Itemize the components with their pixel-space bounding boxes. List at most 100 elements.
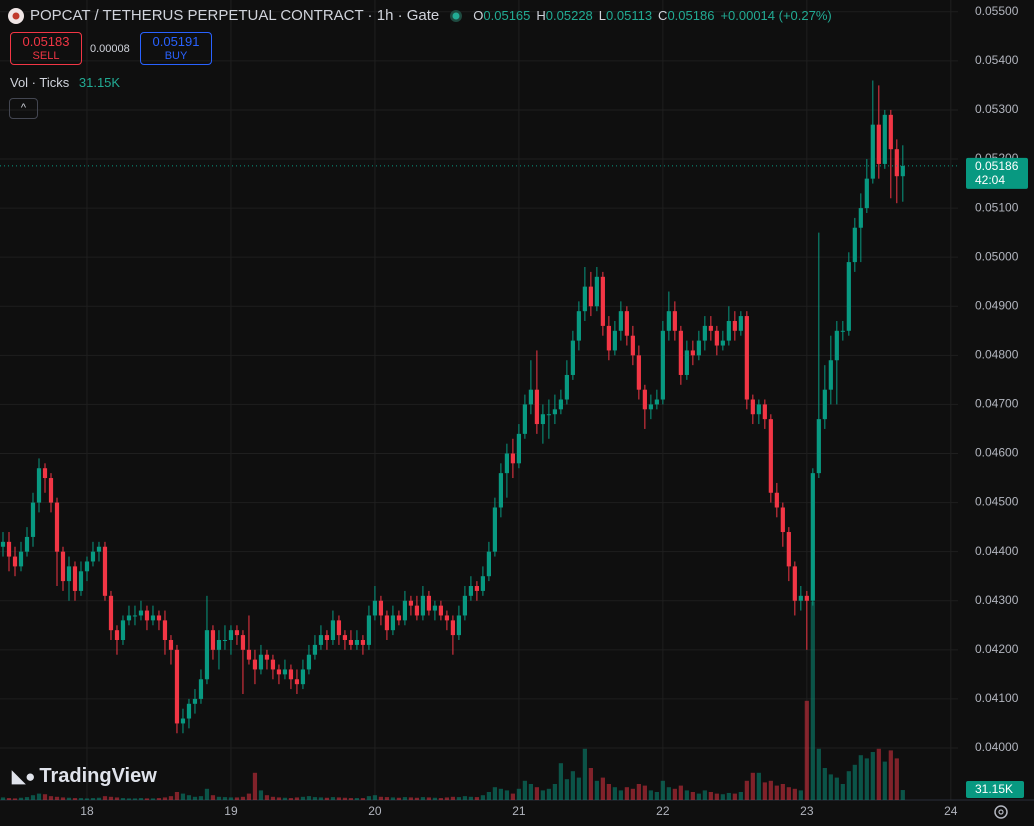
collapse-button[interactable]: ^ [9,98,38,119]
volume-bar [162,797,168,800]
volume-bar [402,797,408,800]
volume-bar [72,798,78,800]
volume-bar [504,790,509,800]
volume-bar [870,752,875,800]
sell-button[interactable]: 0.05183 SELL [10,32,82,65]
candle-body [462,595,468,616]
candle-body [894,149,899,177]
x-tick-label: 19 [224,804,238,818]
volume-bar [522,780,527,800]
settings-icon[interactable] [994,805,1008,819]
symbol-icon [8,7,24,24]
candle-body [0,541,6,547]
candle-body [72,566,78,591]
volume-legend-label: Vol · Ticks [10,75,70,90]
watermark: ◣● TradingView [12,765,157,788]
candle-body [816,419,821,474]
volume-bar [834,777,839,800]
candle-body [864,178,869,209]
candle-body [156,615,162,621]
candle-body [624,311,629,336]
volume-bar [258,790,264,800]
volume-bar [594,780,599,800]
candle-body [510,453,515,464]
volume-bar [408,797,414,800]
candle-body [882,114,887,164]
candle-body [288,669,294,680]
candle-body [606,325,611,351]
candle-body [396,615,402,621]
volume-bar [426,797,432,800]
volume-bar [714,793,719,800]
countdown: 42:04 [975,173,1005,187]
volume-bar [198,796,204,800]
ohlc-value: 0.05165 [483,8,531,23]
volume-bar [516,788,521,800]
volume-bar [150,798,156,800]
candle-body [732,320,737,331]
volume-bar [246,793,252,800]
volume-bar [462,796,468,800]
candle-body [642,389,647,410]
candle-body [714,330,719,346]
candle-body [240,635,246,650]
candle-body [234,630,240,636]
title[interactable]: POPCAT / TETHERUS PERPETUAL CONTRACT · 1… [30,7,440,24]
volume-bar [0,797,6,800]
volume-bar [786,787,791,800]
volume-bar [540,790,545,800]
candle-body [870,124,875,179]
volume-bar [696,793,701,800]
volume-bar [642,785,647,800]
candle-body [540,414,545,425]
volume-tag [966,781,1024,799]
volume-bar [546,788,551,800]
candle-body [12,556,18,567]
candle-body [216,640,222,650]
y-tick-label: 0.04800 [975,348,1019,362]
volume-bar [366,796,372,800]
candle-body [264,654,270,660]
volume-bar [576,777,581,800]
volume-bar [732,793,737,800]
candle-body [618,311,623,331]
candle-body [666,311,671,331]
candle-body [300,669,306,685]
candle-body [54,502,60,552]
volume-bar [852,764,857,800]
volume-bar [474,797,479,800]
volume-bar [882,761,887,800]
candle-body [558,399,563,410]
volume-bar [12,798,18,800]
y-tick-label: 0.04200 [975,642,1019,656]
candle-body [582,286,587,312]
candle-body [804,595,809,601]
candle-body [798,595,803,601]
volume-bar [750,772,755,800]
candle-body [744,316,749,400]
candle-body [678,330,683,375]
candle-body [486,551,491,577]
candle-body [432,605,438,611]
volume-bar [66,797,72,800]
candle-body [570,340,575,375]
candle-body [528,389,533,405]
volume-bar [648,790,653,800]
candle-body [186,703,192,719]
volume-bar [288,798,294,800]
y-tick-label: 0.04000 [975,740,1019,754]
volume-bar [708,792,713,800]
candle-body [552,409,557,415]
candle-body [6,541,12,557]
status-dot [450,9,463,22]
change: +0.00014 (+0.27%) [720,8,832,23]
candle-body [774,492,779,508]
buy-button[interactable]: 0.05191 BUY [140,32,212,65]
volume-bar [306,796,312,800]
candle-body [636,355,641,390]
candle-body [366,615,372,645]
volume-legend: Vol · Ticks 31.15K [10,75,120,90]
candle-body [408,600,414,606]
